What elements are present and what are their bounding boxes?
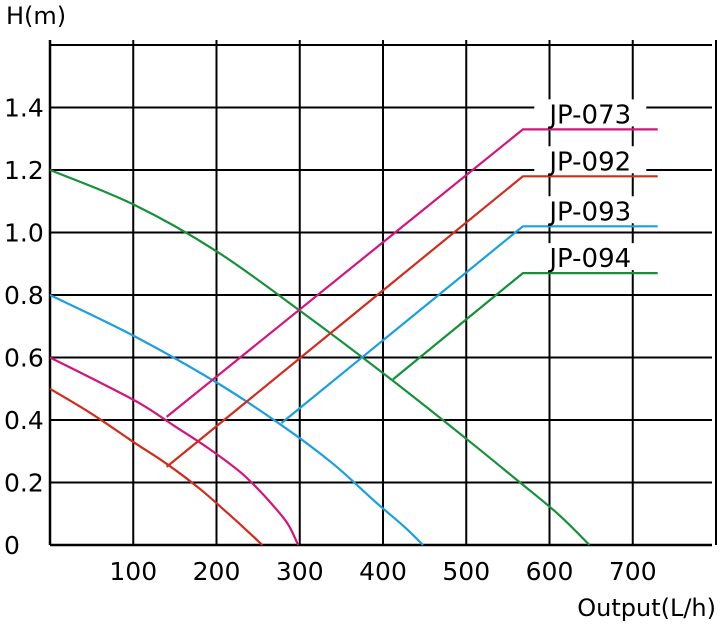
legend-label-bg-jp-094: [534, 243, 647, 271]
x-axis-title: Output(L/h): [577, 594, 716, 622]
x-tick-label-100: 100: [109, 557, 157, 586]
x-tick-label-200: 200: [193, 557, 241, 586]
legend-label-jp-094: JP-094: [547, 244, 631, 274]
y-axis-title: H(m): [6, 2, 66, 30]
y-tick-label-0.2: 0.2: [4, 469, 44, 498]
legend-leader-jp-093: [280, 225, 658, 424]
x-tick-label-400: 400: [359, 557, 407, 586]
legend-label-jp-093: JP-093: [547, 197, 631, 227]
legend-label-bg-jp-092: [534, 146, 647, 174]
y-tick-label-0: 0: [4, 531, 20, 560]
x-tick-label-500: 500: [442, 557, 490, 586]
series-layer: [49, 168, 591, 546]
x-tick-label-700: 700: [609, 557, 657, 586]
y-tick-label-0.4: 0.4: [4, 406, 44, 435]
legend: JP-073 JP-092 JP-093 JP-094: [165, 99, 658, 468]
y-tick-label-1.2: 1.2: [4, 156, 44, 185]
series-curve-jp-093: [49, 294, 424, 546]
series-curve-jp-073: [49, 356, 300, 546]
x-tick-label-300: 300: [276, 557, 324, 586]
tick-labels: 100 200 300 400 500 600 700 0 0.2 0.4 0.6 0.8 1.0 1.2…: [4, 94, 657, 587]
legend-label-jp-073: JP-073: [547, 100, 631, 130]
legend-label-bg-jp-093: [534, 196, 647, 224]
series-curve-jp-092: [49, 387, 264, 546]
legend-leader-jp-094: [392, 272, 658, 381]
y-tick-label-0.6: 0.6: [4, 344, 44, 373]
legend-leader-jp-092: [165, 175, 658, 468]
y-tick-label-1.4: 1.4: [4, 94, 44, 123]
y-tick-label-0.8: 0.8: [4, 281, 44, 310]
y-tick-label-1.0: 1.0: [4, 219, 44, 248]
x-tick-label-600: 600: [526, 557, 574, 586]
legend-label-bg-jp-073: [534, 99, 647, 127]
legend-leader-jp-073: [165, 128, 658, 418]
series-curve-jp-094: [49, 168, 591, 546]
legend-label-jp-092: JP-092: [547, 147, 631, 177]
